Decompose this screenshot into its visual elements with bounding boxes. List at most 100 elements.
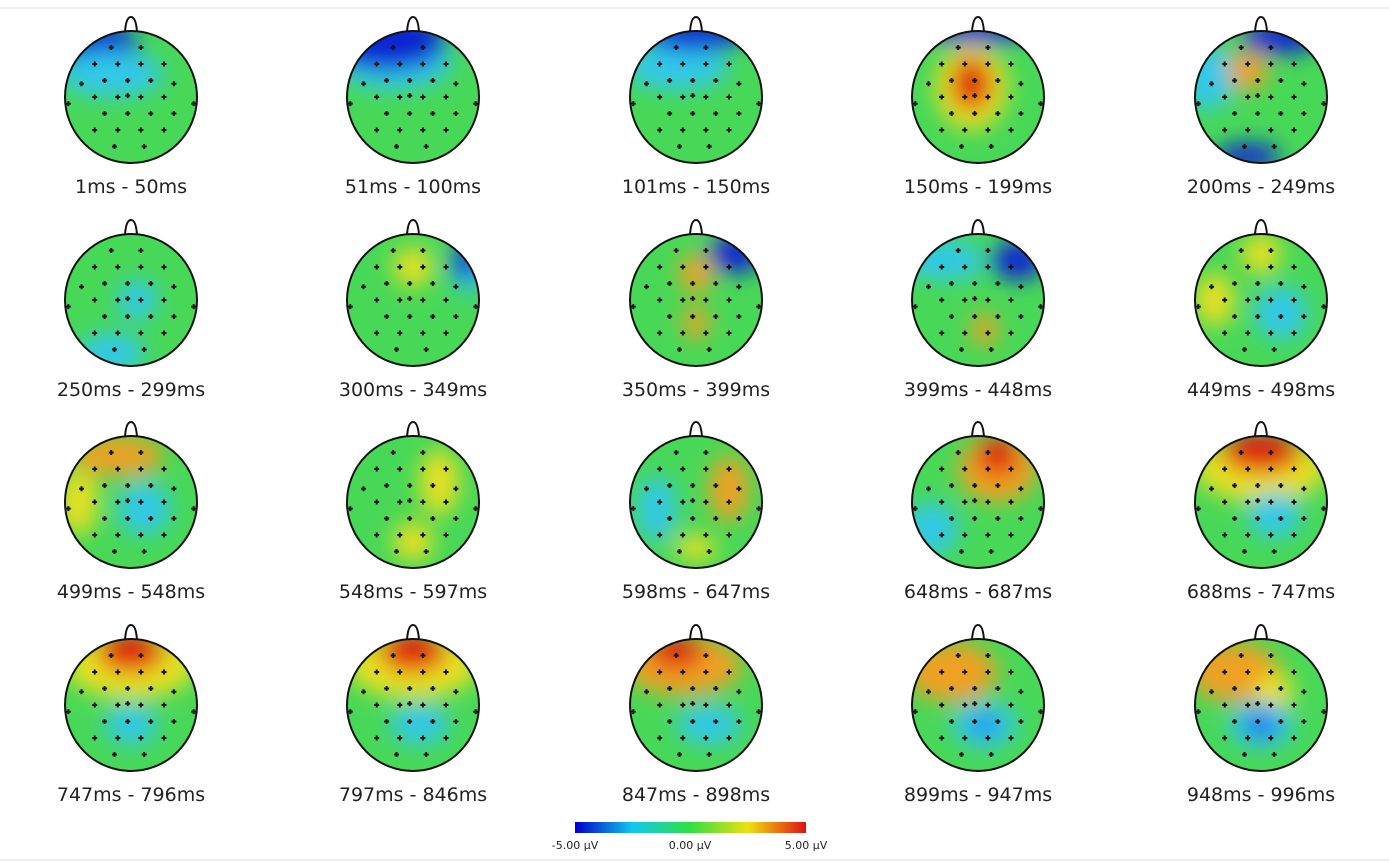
electrode: [1278, 314, 1284, 319]
scalp-field: [630, 436, 762, 568]
electrode: [92, 466, 98, 472]
scalp-field: [912, 436, 1044, 568]
electrode: [397, 264, 403, 270]
electrode: [141, 347, 147, 352]
field-blob: [1241, 31, 1321, 55]
electrode: [736, 486, 742, 492]
electrode: [125, 93, 131, 99]
electrode: [726, 499, 732, 505]
head-outline: [911, 435, 1045, 569]
field-blob: [1228, 50, 1268, 91]
electrode: [148, 281, 154, 286]
electrode: [1232, 516, 1238, 521]
electrode: [1222, 466, 1228, 472]
electrode: [962, 297, 968, 303]
electrode: [1018, 719, 1024, 724]
colorbar-min: -5.00 µV: [552, 839, 599, 852]
electrode: [726, 532, 732, 538]
electrode: [65, 304, 71, 310]
field-blob: [347, 31, 447, 71]
electrode: [1268, 499, 1274, 505]
electrode: [1232, 111, 1238, 116]
electrode: [703, 653, 709, 658]
electrode: [912, 709, 918, 715]
electrode: [1008, 466, 1014, 472]
electrode: [125, 701, 131, 707]
electrode: [1268, 45, 1274, 50]
electrode: [138, 264, 144, 270]
electrode: [1255, 498, 1261, 504]
electrode: [703, 735, 709, 741]
electrode: [1038, 506, 1044, 512]
field-blob: [104, 705, 158, 745]
electrode: [138, 466, 144, 472]
field-blobs: [78, 280, 158, 366]
electrode: [690, 719, 696, 724]
electrode: [1255, 111, 1261, 116]
electrode: [138, 330, 144, 336]
field-blob: [630, 44, 730, 91]
electrode: [115, 669, 121, 675]
head-outline: [629, 30, 763, 164]
electrode: [161, 297, 167, 303]
electrode: [171, 314, 177, 319]
topo-map: 51ms - 100ms: [345, 15, 481, 198]
electrode: [171, 486, 177, 492]
field-blob: [643, 31, 749, 51]
electrode: [92, 297, 98, 303]
field-blob: [98, 639, 164, 673]
electrode: [1291, 702, 1297, 708]
map-label: 648ms - 687ms: [904, 581, 1052, 603]
electrode: [972, 686, 978, 691]
field-blob: [676, 535, 716, 562]
electrode: [706, 144, 712, 149]
electrode: [1008, 127, 1014, 133]
head-outline: [629, 435, 763, 569]
electrode: [102, 686, 108, 691]
electrode: [347, 101, 353, 107]
electrode: [1018, 284, 1024, 290]
electrode: [657, 499, 663, 505]
electrode: [1038, 304, 1044, 310]
map-label: 399ms - 448ms: [904, 379, 1052, 401]
electrode: [1222, 264, 1228, 270]
map-label: 948ms - 996ms: [1187, 784, 1335, 806]
electrode: [397, 94, 403, 100]
electrode: [407, 719, 413, 724]
scalp-field: [912, 31, 1044, 163]
electrode: [926, 81, 931, 87]
electrode: [939, 330, 945, 336]
electrode: [138, 735, 144, 741]
electrode: [667, 686, 673, 691]
electrode: [92, 669, 98, 675]
electrode: [1291, 499, 1297, 505]
field-blob: [682, 306, 710, 340]
electrode: [394, 144, 399, 149]
electrode: [115, 61, 121, 67]
electrode: [988, 752, 994, 757]
colorbar-mid: 0.00 µV: [669, 839, 712, 852]
field-blob: [389, 705, 450, 745]
electrode: [1268, 264, 1274, 270]
electrode: [1018, 111, 1024, 116]
electrode: [374, 61, 380, 67]
electrode: [1008, 61, 1014, 67]
electrode: [108, 450, 114, 455]
electrode: [736, 719, 742, 724]
field-blob: [709, 455, 749, 522]
electrode: [1209, 689, 1214, 695]
electrode: [1278, 111, 1284, 116]
electrode: [949, 516, 955, 521]
head-outline: [629, 638, 763, 772]
electrode: [92, 702, 98, 708]
electrode: [1301, 81, 1307, 87]
electrode: [384, 719, 390, 724]
electrode: [1321, 709, 1327, 715]
electrode: [985, 264, 991, 270]
field-blobs: [393, 449, 460, 562]
electrode: [985, 248, 991, 253]
electrode: [972, 93, 978, 99]
electrode: [995, 516, 1001, 521]
electrode: [680, 735, 686, 741]
